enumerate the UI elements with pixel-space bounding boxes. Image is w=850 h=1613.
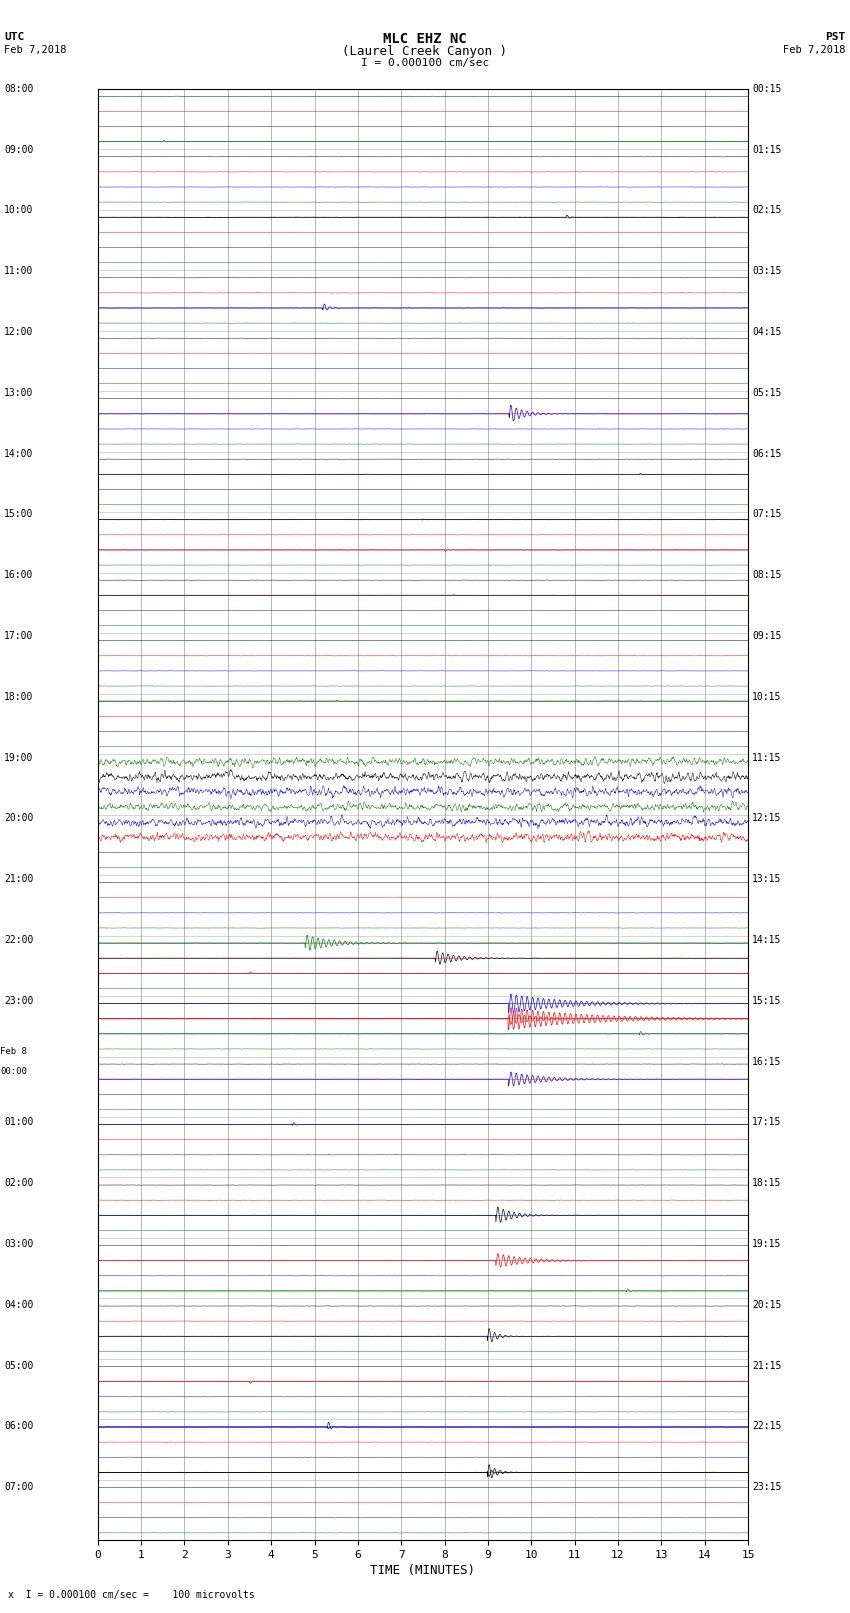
Text: 18:00: 18:00	[4, 692, 34, 702]
Text: 16:00: 16:00	[4, 569, 34, 581]
Text: Feb 7,2018: Feb 7,2018	[4, 45, 67, 55]
Text: 20:00: 20:00	[4, 813, 34, 823]
Text: 03:00: 03:00	[4, 1239, 34, 1248]
Text: PST: PST	[825, 32, 846, 42]
Text: 10:00: 10:00	[4, 205, 34, 215]
Text: 08:00: 08:00	[4, 84, 34, 94]
Text: UTC: UTC	[4, 32, 25, 42]
Text: 20:15: 20:15	[752, 1300, 782, 1310]
Text: 04:00: 04:00	[4, 1300, 34, 1310]
Text: Feb 8: Feb 8	[0, 1047, 27, 1057]
Text: 04:15: 04:15	[752, 327, 782, 337]
Text: 13:00: 13:00	[4, 387, 34, 398]
Text: 19:00: 19:00	[4, 753, 34, 763]
Text: x  I = 0.000100 cm/sec =    100 microvolts: x I = 0.000100 cm/sec = 100 microvolts	[8, 1590, 255, 1600]
Text: 21:00: 21:00	[4, 874, 34, 884]
Text: 10:15: 10:15	[752, 692, 782, 702]
Text: 17:15: 17:15	[752, 1118, 782, 1127]
Text: MLC EHZ NC: MLC EHZ NC	[383, 32, 467, 47]
Text: 21:15: 21:15	[752, 1361, 782, 1371]
Text: 07:15: 07:15	[752, 510, 782, 519]
Text: 23:15: 23:15	[752, 1482, 782, 1492]
Text: 15:15: 15:15	[752, 995, 782, 1007]
Text: 03:15: 03:15	[752, 266, 782, 276]
Text: 11:00: 11:00	[4, 266, 34, 276]
Text: Feb 7,2018: Feb 7,2018	[783, 45, 846, 55]
Text: 16:15: 16:15	[752, 1057, 782, 1066]
Text: 09:15: 09:15	[752, 631, 782, 640]
Text: 07:00: 07:00	[4, 1482, 34, 1492]
Text: 05:15: 05:15	[752, 387, 782, 398]
Text: 01:15: 01:15	[752, 145, 782, 155]
Text: 02:15: 02:15	[752, 205, 782, 215]
Text: 12:00: 12:00	[4, 327, 34, 337]
Text: 19:15: 19:15	[752, 1239, 782, 1248]
Text: 11:15: 11:15	[752, 753, 782, 763]
Text: 14:00: 14:00	[4, 448, 34, 458]
Text: 06:15: 06:15	[752, 448, 782, 458]
Text: 09:00: 09:00	[4, 145, 34, 155]
Text: 23:00: 23:00	[4, 995, 34, 1007]
Text: 15:00: 15:00	[4, 510, 34, 519]
Text: 08:15: 08:15	[752, 569, 782, 581]
Text: 14:15: 14:15	[752, 936, 782, 945]
Text: 22:00: 22:00	[4, 936, 34, 945]
Text: 13:15: 13:15	[752, 874, 782, 884]
Text: 00:15: 00:15	[752, 84, 782, 94]
Text: 12:15: 12:15	[752, 813, 782, 823]
Text: I = 0.000100 cm/sec: I = 0.000100 cm/sec	[361, 58, 489, 68]
Text: 00:00: 00:00	[0, 1066, 27, 1076]
Text: 01:00: 01:00	[4, 1118, 34, 1127]
Text: (Laurel Creek Canyon ): (Laurel Creek Canyon )	[343, 45, 507, 58]
Text: 22:15: 22:15	[752, 1421, 782, 1431]
Text: 06:00: 06:00	[4, 1421, 34, 1431]
Text: 02:00: 02:00	[4, 1177, 34, 1189]
Text: 05:00: 05:00	[4, 1361, 34, 1371]
Text: 18:15: 18:15	[752, 1177, 782, 1189]
X-axis label: TIME (MINUTES): TIME (MINUTES)	[371, 1565, 475, 1578]
Text: 17:00: 17:00	[4, 631, 34, 640]
